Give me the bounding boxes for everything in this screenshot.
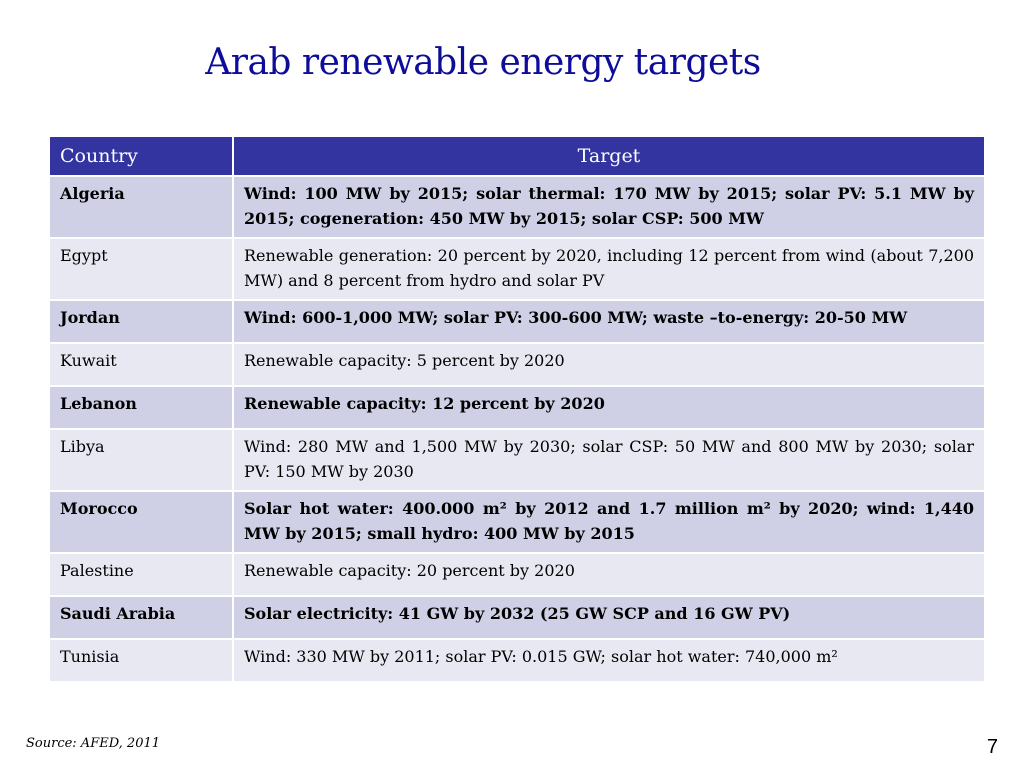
target-cell: Solar hot water: 400.000 m² by 2012 and … bbox=[232, 490, 986, 554]
table-row: Tunisia Wind: 330 MW by 2011; solar PV: … bbox=[48, 638, 986, 683]
table-row: Saudi Arabia Solar electricity: 41 GW by… bbox=[48, 595, 986, 640]
table-row: Egypt Renewable generation: 20 percent b… bbox=[48, 237, 986, 301]
country-cell: Lebanon bbox=[48, 385, 234, 430]
target-cell: Solar electricity: 41 GW by 2032 (25 GW … bbox=[232, 595, 986, 640]
table-row: Algeria Wind: 100 MW by 2015; solar ther… bbox=[48, 175, 986, 239]
target-cell: Renewable capacity: 12 percent by 2020 bbox=[232, 385, 986, 430]
table-row: Kuwait Renewable capacity: 5 percent by … bbox=[48, 342, 986, 387]
target-cell: Renewable capacity: 5 percent by 2020 bbox=[232, 342, 986, 387]
table-row: Libya Wind: 280 MW and 1,500 MW by 2030;… bbox=[48, 428, 986, 492]
country-cell: Saudi Arabia bbox=[48, 595, 234, 640]
country-cell: Morocco bbox=[48, 490, 234, 554]
table-row: Palestine Renewable capacity: 20 percent… bbox=[48, 552, 986, 597]
target-cell: Wind: 600-1,000 MW; solar PV: 300-600 MW… bbox=[232, 299, 986, 344]
slide-title: Arab renewable energy targets bbox=[205, 42, 761, 83]
column-header-target: Target bbox=[232, 135, 986, 177]
column-header-country: Country bbox=[48, 135, 234, 177]
country-cell: Kuwait bbox=[48, 342, 234, 387]
table-row: Lebanon Renewable capacity: 12 percent b… bbox=[48, 385, 986, 430]
country-cell: Egypt bbox=[48, 237, 234, 301]
country-cell: Jordan bbox=[48, 299, 234, 344]
country-cell: Libya bbox=[48, 428, 234, 492]
table-row: Morocco Solar hot water: 400.000 m² by 2… bbox=[48, 490, 986, 554]
target-cell: Renewable capacity: 20 percent by 2020 bbox=[232, 552, 986, 597]
page-number: 7 bbox=[986, 736, 998, 758]
table-header-row: Country Target bbox=[48, 135, 986, 177]
country-cell: Palestine bbox=[48, 552, 234, 597]
target-cell: Renewable generation: 20 percent by 2020… bbox=[232, 237, 986, 301]
country-cell: Algeria bbox=[48, 175, 234, 239]
targets-table: Country Target Algeria Wind: 100 MW by 2… bbox=[48, 135, 986, 683]
country-cell: Tunisia bbox=[48, 638, 234, 683]
target-cell: Wind: 100 MW by 2015; solar thermal: 170… bbox=[232, 175, 986, 239]
table-row: Jordan Wind: 600-1,000 MW; solar PV: 300… bbox=[48, 299, 986, 344]
source-note: Source: AFED, 2011 bbox=[26, 736, 161, 751]
target-cell: Wind: 280 MW and 1,500 MW by 2030; solar… bbox=[232, 428, 986, 492]
target-cell: Wind: 330 MW by 2011; solar PV: 0.015 GW… bbox=[232, 638, 986, 683]
